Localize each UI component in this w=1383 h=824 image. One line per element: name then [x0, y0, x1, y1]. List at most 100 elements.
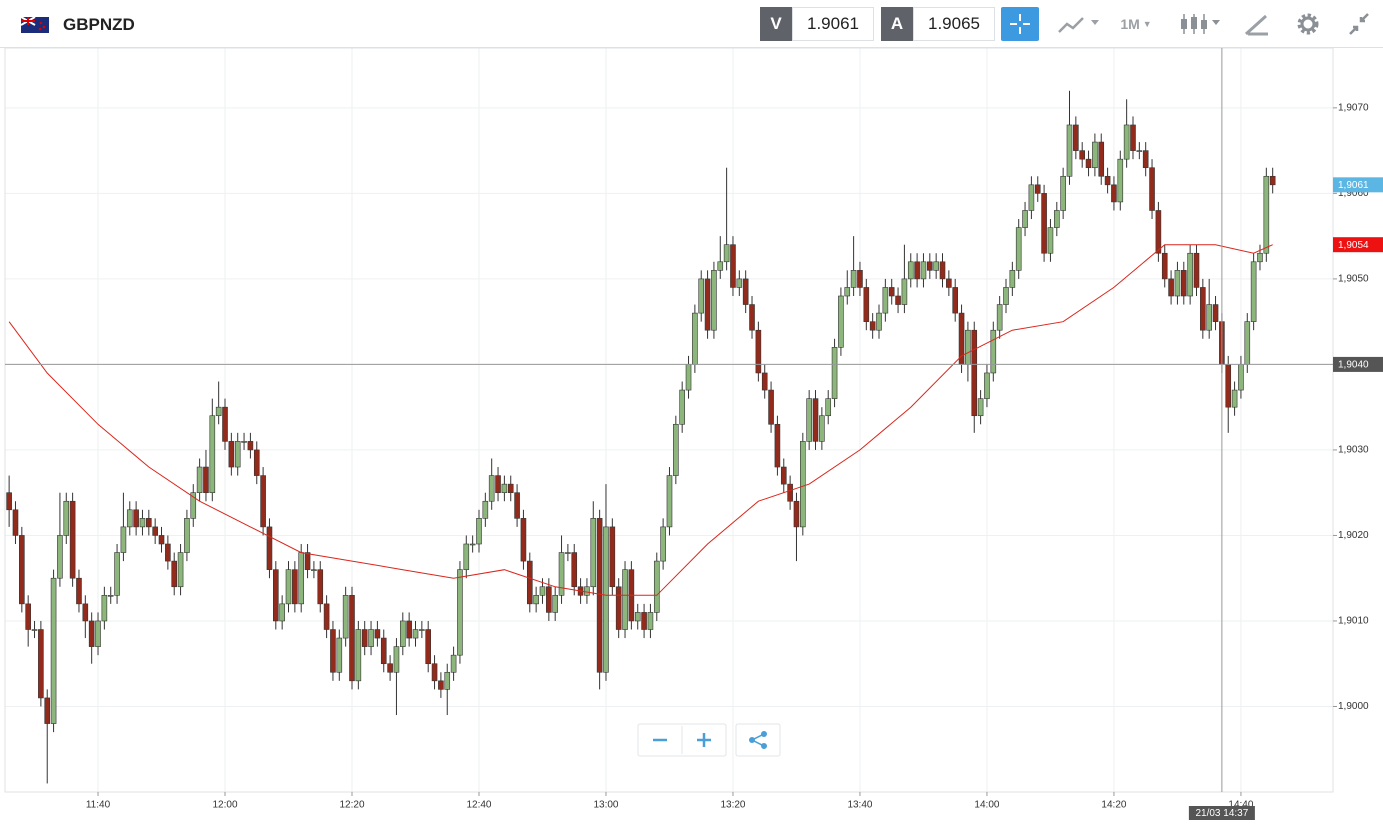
candle-body: [1111, 184, 1117, 203]
candle-body: [126, 509, 133, 528]
candle-body: [1136, 150, 1143, 152]
candle-body: [774, 423, 781, 468]
candle-body: [469, 543, 476, 546]
price-tag: [1333, 177, 1383, 193]
x-tick-label: 11:40: [86, 800, 111, 811]
candle-body: [565, 552, 571, 554]
candle-body: [260, 475, 266, 528]
candle-body: [1269, 175, 1276, 186]
crosshair-button[interactable]: [1001, 7, 1039, 41]
expand-button[interactable]: [1344, 10, 1374, 38]
candle-type-button[interactable]: [1176, 10, 1224, 38]
candle-body: [558, 552, 565, 596]
candle-body: [946, 278, 952, 288]
candle-body: [507, 483, 514, 493]
candle-body: [152, 526, 158, 536]
candle-body: [641, 612, 647, 630]
candle-body: [1250, 261, 1257, 322]
candle-body: [228, 441, 235, 468]
sell-label[interactable]: V: [760, 7, 792, 41]
candle-body: [50, 577, 57, 724]
candle-body: [761, 372, 768, 391]
candle-body: [304, 552, 311, 570]
candle-body: [133, 509, 139, 528]
candle-body: [25, 603, 31, 630]
candle-body: [165, 543, 171, 562]
candle-body: [1180, 270, 1187, 297]
candle-body: [292, 569, 298, 605]
candle-body: [114, 552, 120, 596]
plot-frame: [4, 47, 1334, 793]
candle-body: [965, 329, 971, 365]
candle-body: [971, 329, 978, 417]
candle-body: [501, 483, 508, 493]
sell-price[interactable]: 1.9061: [792, 7, 874, 41]
candle-body: [768, 389, 774, 425]
chart-type-button[interactable]: [1055, 10, 1103, 38]
candle-body: [520, 518, 527, 562]
candle-body: [882, 287, 889, 314]
candle-body: [1206, 304, 1212, 331]
candle-body: [190, 492, 197, 519]
y-tick-label: 1,9060: [1338, 188, 1369, 199]
price-tag-label: 1,9061: [1338, 180, 1369, 191]
candle-body: [1257, 252, 1263, 263]
y-tick-label: 1,9000: [1338, 701, 1369, 712]
candle-body: [419, 629, 425, 631]
candle-body: [622, 569, 628, 630]
candle-body: [698, 278, 705, 314]
candle-body: [63, 500, 70, 536]
candle-body: [298, 552, 305, 605]
crosshair-x-tag: [1188, 806, 1255, 820]
candle-body: [730, 244, 736, 288]
buy-label[interactable]: A: [881, 7, 913, 41]
candle-body: [146, 518, 152, 528]
settings-button[interactable]: [1293, 10, 1323, 38]
candle-body: [82, 603, 89, 622]
candle-body: [1073, 124, 1079, 151]
candle-body: [69, 500, 76, 579]
candle-body: [793, 500, 800, 528]
candle-body: [888, 287, 895, 297]
price-tag: [1333, 237, 1383, 253]
candle-body: [342, 595, 349, 639]
crosshair-y-tag: [1333, 356, 1383, 372]
candle-body: [1098, 141, 1105, 177]
buy-price[interactable]: 1.9065: [913, 7, 995, 41]
candle-body: [1168, 278, 1174, 297]
candle-body: [895, 295, 901, 305]
x-tick-label: 14:40: [1228, 800, 1253, 811]
candle-body: [1028, 184, 1035, 211]
candle-body: [120, 526, 127, 553]
candle-body: [12, 509, 19, 536]
candle-body: [450, 654, 457, 673]
candle-body: [44, 697, 51, 724]
candle-body: [533, 595, 539, 605]
candle-body: [241, 441, 247, 443]
candle-body: [1104, 175, 1111, 186]
candle-body: [203, 466, 209, 493]
candle-body: [57, 535, 63, 579]
candle-body: [673, 423, 679, 476]
y-tick-label: 1,9030: [1338, 445, 1369, 456]
candle-body: [323, 603, 330, 630]
candle-body: [977, 398, 984, 417]
dropdown-arrow: ▼: [1142, 19, 1152, 29]
candle-body: [800, 441, 806, 528]
candle-body: [1066, 124, 1073, 177]
candle-body: [482, 500, 489, 519]
y-tick-label: 1,9050: [1338, 274, 1369, 285]
candle-body: [1047, 227, 1054, 254]
candle-body: [1092, 141, 1098, 169]
candle-body: [253, 449, 260, 476]
candle-body: [6, 492, 12, 511]
draw-button[interactable]: [1240, 10, 1274, 38]
candle-body: [1053, 210, 1060, 228]
candle-body: [88, 620, 95, 647]
grid: [5, 48, 1333, 792]
timeframe-button[interactable]: 1M ▼: [1114, 7, 1158, 41]
candle-body: [247, 441, 254, 451]
candle-body: [1244, 321, 1251, 365]
candle-body: [514, 492, 520, 519]
